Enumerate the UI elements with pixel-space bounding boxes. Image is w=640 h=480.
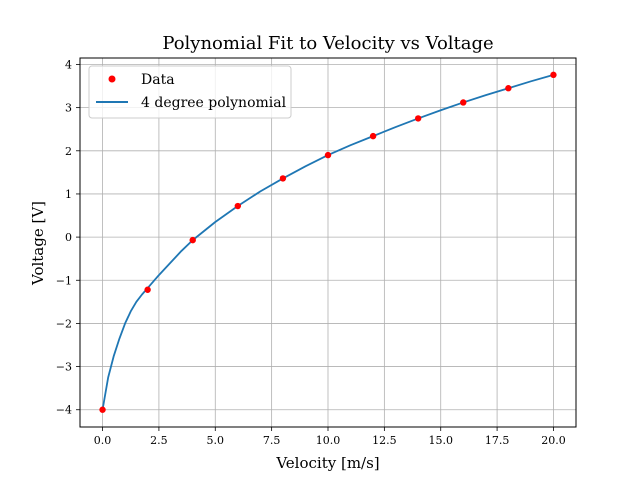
data-point (505, 85, 512, 92)
y-tick-label: −2 (56, 317, 72, 330)
plot-area (99, 71, 557, 413)
chart-title: Polynomial Fit to Velocity vs Voltage (162, 33, 493, 54)
y-tick-label: −4 (56, 404, 72, 417)
data-point (234, 202, 242, 210)
data-point (460, 99, 467, 106)
y-tick-label: 4 (65, 58, 72, 71)
x-tick-label: 0.0 (94, 434, 112, 447)
x-tick-label: 2.5 (150, 434, 168, 447)
x-tick-label: 15.0 (428, 434, 453, 447)
x-tick-label: 20.0 (541, 434, 566, 447)
data-point (550, 71, 557, 79)
y-axis-title: Voltage [V] (29, 201, 47, 286)
data-point (99, 406, 106, 413)
x-tick-label: 5.0 (207, 434, 225, 447)
y-tick-label: 1 (65, 188, 72, 201)
data-point (144, 286, 151, 293)
grid (80, 58, 576, 427)
data-point (324, 151, 332, 159)
legend: Data 4 degree polynomial (88, 65, 292, 119)
legend-label-polynomial: 4 degree polynomial (141, 95, 287, 111)
data-point (414, 115, 422, 122)
legend-box (88, 65, 292, 119)
y-tick-label: −1 (56, 274, 72, 287)
data-point (189, 236, 196, 244)
x-tick-label: 10.0 (316, 434, 341, 447)
y-tick-label: 0 (65, 231, 72, 244)
y-tick-label: 3 (65, 102, 72, 115)
x-tick-label: 7.5 (263, 434, 281, 447)
legend-marker-data (108, 75, 116, 83)
x-tick-label: 17.5 (485, 434, 510, 447)
legend-label-data: Data (141, 72, 175, 88)
x-axis-title: Velocity [m/s] (275, 454, 379, 472)
axis-ticks: 0.0 2.5 5.0 7.5 10.0 12.5 15.0 17.5 20.0 −4 −3 −2 −1… (56, 58, 566, 447)
data-point (279, 175, 287, 182)
x-tick-label: 12.5 (372, 434, 397, 447)
y-tick-label: −3 (56, 361, 72, 374)
data-point (369, 132, 377, 140)
y-tick-label: 2 (65, 145, 72, 158)
